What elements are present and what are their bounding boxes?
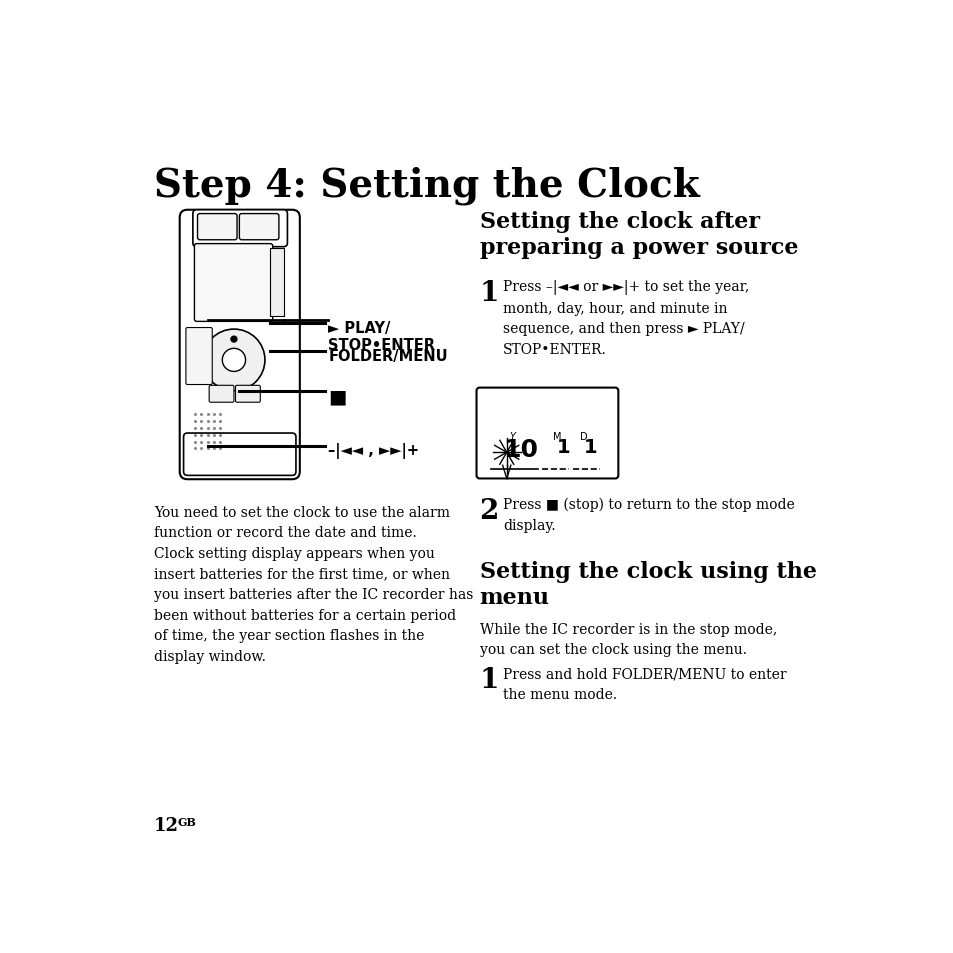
FancyBboxPatch shape bbox=[476, 388, 618, 479]
FancyBboxPatch shape bbox=[186, 328, 212, 385]
Circle shape bbox=[231, 336, 236, 343]
Text: 2: 2 bbox=[479, 497, 498, 524]
FancyBboxPatch shape bbox=[193, 211, 287, 248]
Text: Press ■ (stop) to return to the stop mode
display.: Press ■ (stop) to return to the stop mod… bbox=[502, 497, 794, 533]
FancyBboxPatch shape bbox=[179, 211, 299, 479]
Text: You need to set the clock to use the alarm
function or record the date and time.: You need to set the clock to use the ala… bbox=[154, 505, 473, 663]
Text: While the IC recorder is in the stop mode,
you can set the clock using the menu.: While the IC recorder is in the stop mod… bbox=[479, 622, 776, 657]
FancyBboxPatch shape bbox=[235, 386, 260, 403]
Text: Y: Y bbox=[509, 432, 515, 441]
Text: Setting the clock using the
menu: Setting the clock using the menu bbox=[479, 560, 816, 609]
Text: ► PLAY/
STOP•ENTER: ► PLAY/ STOP•ENTER bbox=[328, 320, 435, 353]
Text: 12: 12 bbox=[154, 816, 179, 834]
Text: 1: 1 bbox=[479, 280, 498, 307]
Circle shape bbox=[203, 330, 265, 392]
Text: ■: ■ bbox=[328, 387, 347, 406]
Text: FOLDER/MENU: FOLDER/MENU bbox=[328, 348, 448, 363]
Circle shape bbox=[222, 349, 245, 372]
Text: Press and hold FOLDER/MENU to enter
the menu mode.: Press and hold FOLDER/MENU to enter the … bbox=[502, 667, 785, 701]
FancyBboxPatch shape bbox=[239, 214, 278, 240]
FancyBboxPatch shape bbox=[194, 244, 273, 322]
Bar bbox=[270, 249, 284, 316]
Text: Press –|◄◄ or ►►|+ to set the year,
month, day, hour, and minute in
sequence, an: Press –|◄◄ or ►►|+ to set the year, mont… bbox=[502, 280, 748, 356]
Text: 1: 1 bbox=[583, 437, 598, 456]
Text: M: M bbox=[553, 432, 561, 441]
Text: 1: 1 bbox=[479, 667, 498, 694]
Text: –|◄◄ , ►►|+: –|◄◄ , ►►|+ bbox=[328, 443, 419, 458]
Text: Step 4: Setting the Clock: Step 4: Setting the Clock bbox=[154, 167, 700, 205]
FancyBboxPatch shape bbox=[183, 434, 295, 476]
Text: GB: GB bbox=[177, 816, 196, 827]
FancyBboxPatch shape bbox=[209, 386, 233, 403]
Text: 10: 10 bbox=[502, 437, 537, 461]
FancyBboxPatch shape bbox=[197, 214, 236, 240]
Text: D: D bbox=[579, 432, 587, 441]
Text: Setting the clock after
preparing a power source: Setting the clock after preparing a powe… bbox=[479, 211, 798, 258]
Text: 1: 1 bbox=[557, 437, 570, 456]
